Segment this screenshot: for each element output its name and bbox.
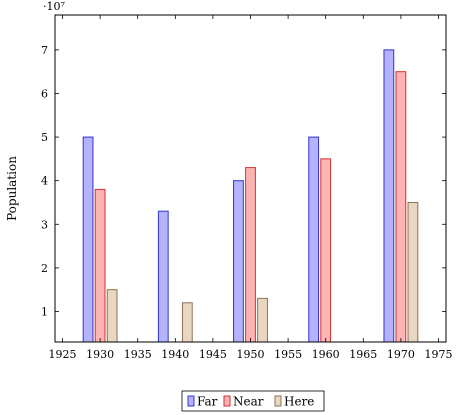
y-tick-label: 4	[41, 175, 48, 188]
bar-here-1930	[106, 289, 118, 343]
x-tick-label: 1970	[387, 348, 415, 361]
legend-swatch-far	[187, 395, 195, 407]
y-tick-label: 5	[41, 131, 48, 144]
legend-box	[181, 390, 325, 412]
bar-here-1940	[181, 302, 193, 343]
x-tick-label: 1960	[312, 348, 340, 361]
x-tick-label: 1950	[237, 348, 265, 361]
bar-near-1960	[320, 158, 332, 343]
bar-here-1970	[407, 201, 419, 343]
x-tick-label: 1955	[274, 348, 302, 361]
bars-layer	[82, 49, 419, 343]
x-tick-label: 1945	[199, 348, 227, 361]
y-tick-label: 2	[41, 262, 48, 275]
bar-near-1970	[395, 71, 407, 343]
x-tick-label: 1925	[49, 348, 77, 361]
bar-far-1940	[157, 210, 169, 343]
x-tick-label: 1930	[86, 348, 114, 361]
x-tick-label: 1975	[424, 348, 452, 361]
bar-near-1930	[94, 188, 106, 343]
y-tick-label: 6	[41, 87, 48, 100]
legend-label-near: Near	[233, 395, 264, 409]
y-tick-label: 1	[41, 305, 48, 318]
legend-label-far: Far	[197, 395, 218, 409]
x-tick-label: 1965	[349, 348, 377, 361]
legend: Far Near Here	[181, 390, 325, 412]
bar-far-1950	[233, 180, 244, 343]
x-tick-label: 1940	[161, 348, 189, 361]
bar-near-1950	[245, 167, 256, 343]
x-tick-label: 1935	[124, 348, 152, 361]
y-tick-label: 7	[41, 44, 48, 57]
bar-far-1960	[308, 136, 320, 343]
bar-here-1950	[257, 297, 268, 343]
legend-label-here: Here	[284, 395, 314, 409]
legend-swatch-here	[274, 395, 282, 407]
y-axis-multiplier: ·10⁷	[43, 0, 65, 13]
y-tick-label: 3	[41, 218, 48, 231]
y-axis: 1 2 3 4 5 6 7	[41, 44, 446, 318]
bar-far-1970	[383, 49, 395, 343]
legend-swatch-near	[223, 395, 231, 407]
y-axis-title: Population	[5, 156, 19, 221]
bar-far-1930	[82, 136, 94, 343]
x-axis: 1925 1930 1935 1940 1945 1950 1955 1960 1965 1970…	[49, 15, 452, 361]
